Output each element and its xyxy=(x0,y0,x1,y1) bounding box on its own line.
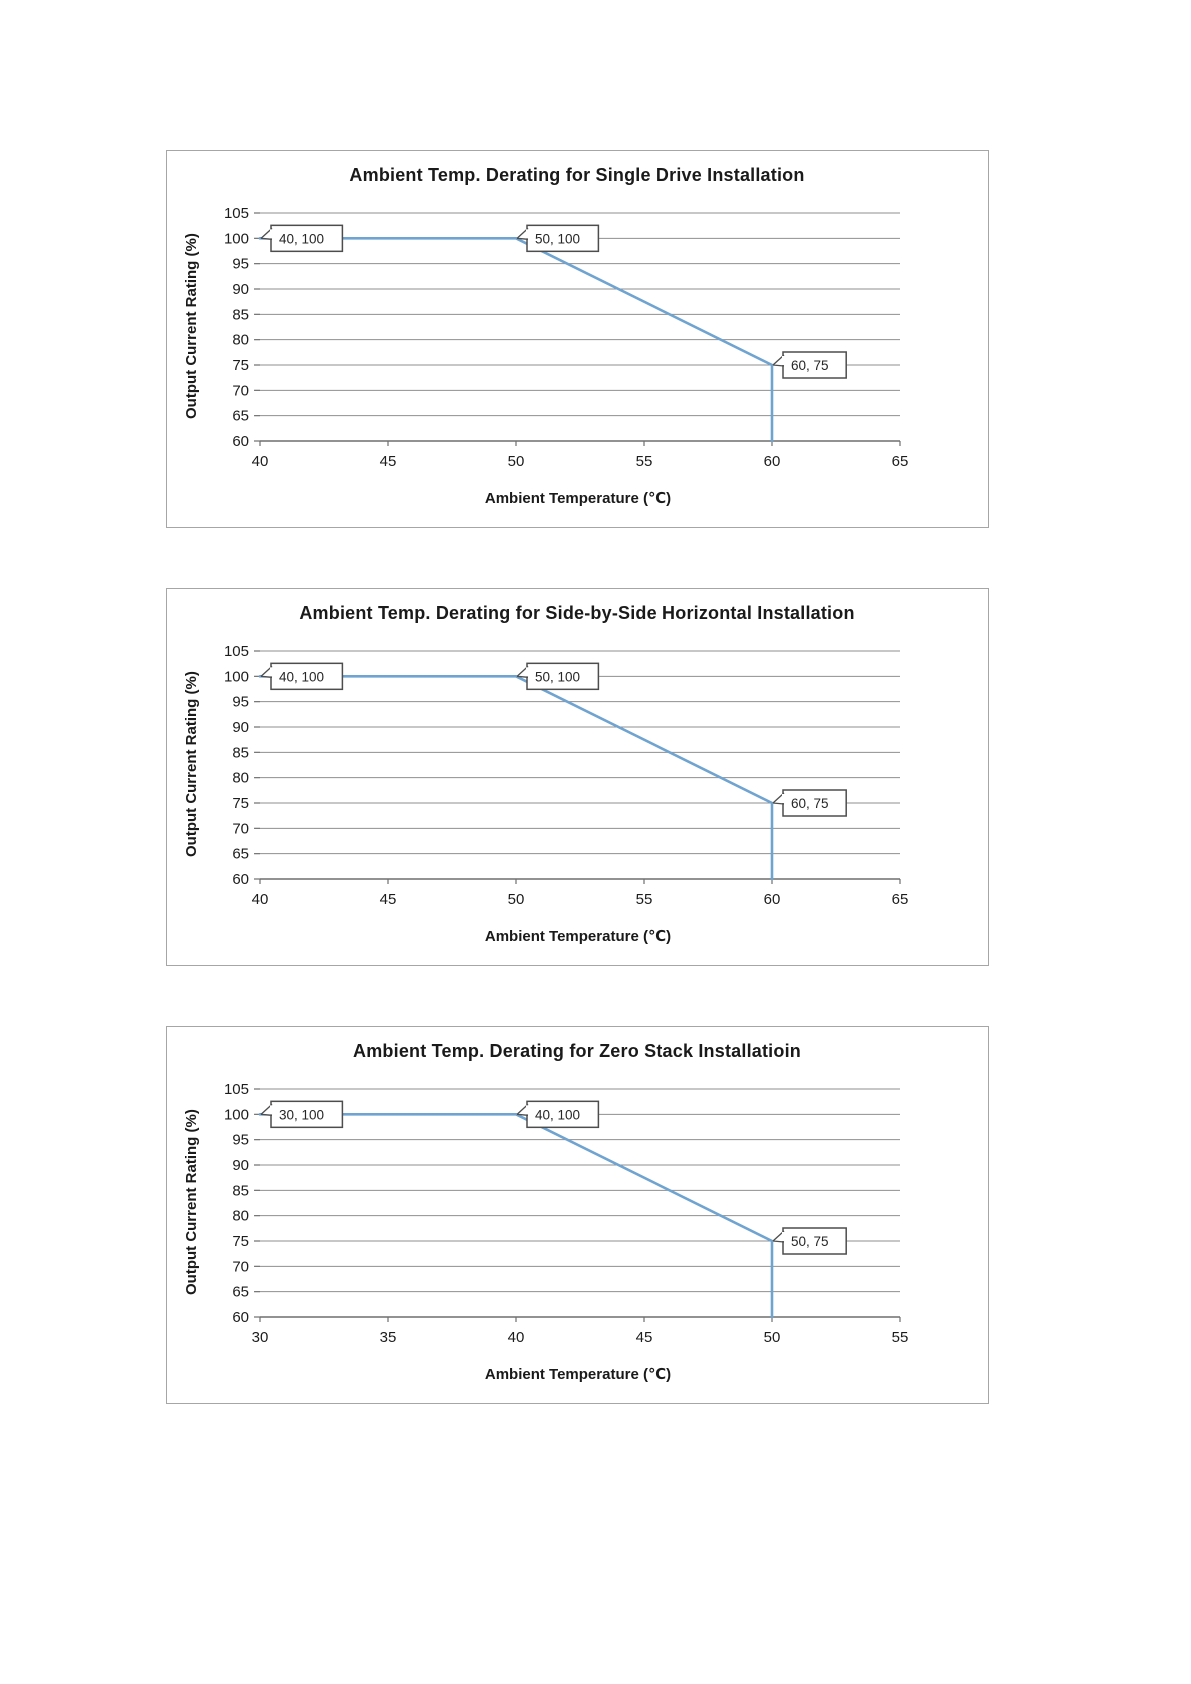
x-tick-label: 50 xyxy=(508,453,525,470)
y-tick-label: 105 xyxy=(224,643,249,660)
y-tick-label: 65 xyxy=(232,1284,249,1301)
y-tick-label: 60 xyxy=(232,871,249,888)
y-tick-label: 90 xyxy=(232,281,249,298)
x-tick-label: 55 xyxy=(892,1329,909,1346)
series-line-derating-curve xyxy=(258,237,774,443)
x-axis-title: Ambient Temperature (℃) xyxy=(484,1366,672,1383)
chart-plot-area: 60 65 70 75 80 85 90 95 100 105 40 45 50 55 60 65 40, 10… xyxy=(224,643,909,908)
y-tick-label: 70 xyxy=(232,1258,249,1275)
x-tick-label: 55 xyxy=(636,891,653,908)
y-tick-label: 60 xyxy=(232,1309,249,1326)
chart-title: Ambient Temp. Derating for Zero Stack In… xyxy=(353,1041,801,1061)
y-tick-label: 70 xyxy=(232,382,249,399)
y-tick-label: 80 xyxy=(232,332,249,349)
data-label-text: 50, 100 xyxy=(535,231,580,246)
x-tick-label: 65 xyxy=(892,891,909,908)
x-tick-label: 45 xyxy=(636,1329,653,1346)
y-tick-label: 75 xyxy=(232,795,249,812)
data-label-box xyxy=(270,1100,344,1129)
series-line-derating-curve xyxy=(258,675,774,881)
y-tick-label: 95 xyxy=(232,694,249,711)
data-label-box xyxy=(526,1100,600,1129)
x-tick-label: 40 xyxy=(252,453,269,470)
x-tick-label: 45 xyxy=(380,453,397,470)
x-tick-label: 55 xyxy=(636,453,653,470)
data-label-box xyxy=(526,224,600,253)
y-tick-label: 75 xyxy=(232,357,249,374)
chart-plot-area: 60 65 70 75 80 85 90 95 100 105 30 35 40 45 50 55 30, 10… xyxy=(224,1081,909,1346)
x-tick-label: 30 xyxy=(252,1329,269,1346)
data-label-text: 40, 100 xyxy=(535,1107,580,1122)
data-label-text: 40, 100 xyxy=(279,231,324,246)
x-tick-label: 60 xyxy=(764,453,781,470)
data-label-box xyxy=(270,662,344,691)
y-tick-label: 105 xyxy=(224,205,249,222)
y-tick-label: 85 xyxy=(232,1182,249,1199)
x-tick-label: 65 xyxy=(892,453,909,470)
y-tick-label: 80 xyxy=(232,1208,249,1225)
y-tick-label: 100 xyxy=(224,1106,249,1123)
y-tick-label: 90 xyxy=(232,1157,249,1174)
data-label-text: 60, 75 xyxy=(791,358,829,373)
x-tick-label: 40 xyxy=(508,1329,525,1346)
data-label-text: 60, 75 xyxy=(791,796,829,811)
y-tick-label: 65 xyxy=(232,408,249,425)
y-tick-label: 60 xyxy=(232,433,249,450)
y-tick-label: 85 xyxy=(232,306,249,323)
y-tick-label: 105 xyxy=(224,1081,249,1098)
data-label-text: 30, 100 xyxy=(279,1107,324,1122)
x-tick-label: 50 xyxy=(764,1329,781,1346)
data-label-text: 50, 100 xyxy=(535,669,580,684)
data-label-box xyxy=(270,224,344,253)
y-tick-label: 70 xyxy=(232,820,249,837)
y-tick-label: 95 xyxy=(232,1132,249,1149)
x-tick-label: 40 xyxy=(252,891,269,908)
data-label-box xyxy=(782,789,847,817)
y-tick-label: 95 xyxy=(232,256,249,273)
chart-panel-side-by-side: Ambient Temp. Derating for Side-by-Side … xyxy=(166,588,989,966)
y-tick-label: 100 xyxy=(224,668,249,685)
data-label-text: 50, 75 xyxy=(791,1234,829,1249)
chart-panel-zero-stack: Ambient Temp. Derating for Zero Stack In… xyxy=(166,1026,989,1404)
x-tick-label: 45 xyxy=(380,891,397,908)
chart-title: Ambient Temp. Derating for Side-by-Side … xyxy=(299,603,855,623)
data-label-text: 40, 100 xyxy=(279,669,324,684)
chart-title: Ambient Temp. Derating for Single Drive … xyxy=(349,165,805,185)
x-tick-label: 60 xyxy=(764,891,781,908)
y-tick-label: 85 xyxy=(232,744,249,761)
data-label-box xyxy=(526,662,600,691)
y-tick-label: 75 xyxy=(232,1233,249,1250)
x-axis-title: Ambient Temperature (℃) xyxy=(484,928,672,945)
series-line-derating-curve xyxy=(258,1113,774,1319)
chart-panel-single-drive: Ambient Temp. Derating for Single Drive … xyxy=(166,150,989,528)
x-tick-label: 50 xyxy=(508,891,525,908)
y-tick-label: 100 xyxy=(224,230,249,247)
x-axis-title: Ambient Temperature (℃) xyxy=(484,490,672,507)
chart-plot-area: 60 65 70 75 80 85 90 95 100 105 40 45 50 55 60 65 40, 10… xyxy=(224,205,909,470)
y-tick-label: 80 xyxy=(232,770,249,787)
y-tick-label: 65 xyxy=(232,846,249,863)
x-tick-label: 35 xyxy=(380,1329,397,1346)
y-tick-label: 90 xyxy=(232,719,249,736)
